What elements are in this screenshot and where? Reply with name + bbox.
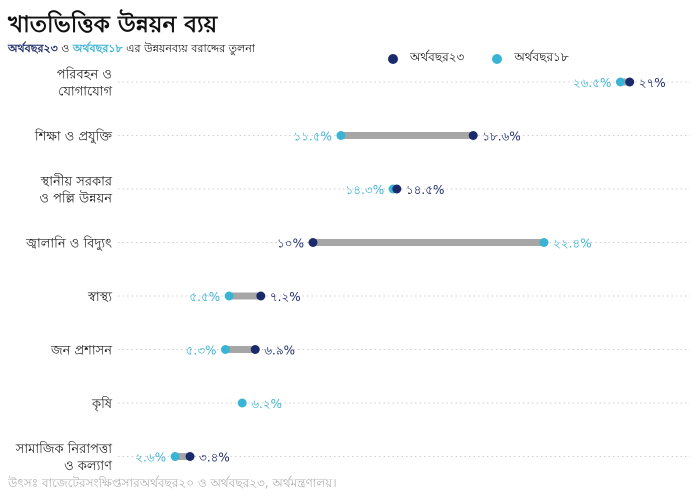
value-label-fy18: ১৪.৩% xyxy=(346,183,385,197)
dot-fy18 xyxy=(220,345,230,354)
value-label-fy18: ৫.৩% xyxy=(186,344,217,358)
source-note: উৎসঃ বাজেটেরসংক্ষিপ্তসারঅর্থবছর২০ ও অর্থ… xyxy=(8,476,337,490)
legend-dot-fy23 xyxy=(388,54,398,64)
legend-dot-fy18 xyxy=(492,54,503,64)
dot-fy18 xyxy=(170,452,180,461)
subtitle-and: ও xyxy=(61,42,70,55)
value-label-fy18: ৫.৫% xyxy=(189,290,220,304)
value-label-fy23: ১০% xyxy=(277,237,304,251)
category-label: জন প্রশাসন xyxy=(50,344,112,359)
value-label-fy18: ২২.৪% xyxy=(553,237,592,251)
value-label-fy23: ৬.৯% xyxy=(264,344,295,358)
dot-fy23 xyxy=(185,452,195,461)
chart-legend: অর্থবছর২৩ অর্থবছর১৮ xyxy=(388,49,585,69)
value-label-fy18: ৬.২% xyxy=(251,397,282,411)
dot-fy23 xyxy=(468,131,478,140)
category-label: সামাজিক নিরাপত্তা ও কল্যাণ xyxy=(15,441,113,474)
value-label-fy18: ২৬.৫% xyxy=(573,76,612,90)
category-label: শিক্ষা ও প্রযুক্তি xyxy=(34,129,112,145)
dot-fy23 xyxy=(250,345,260,354)
value-label-fy18: ১১.৫% xyxy=(293,130,332,144)
legend-label-fy18: অর্থবছর১৮ xyxy=(514,50,569,64)
dot-fy18 xyxy=(224,291,234,301)
subtitle-rest: এর উন্নয়নব্যয় বরাদ্দের তুলনা xyxy=(126,42,255,55)
dot-fy23 xyxy=(392,184,402,194)
category-label: স্বাস্থ্য xyxy=(87,290,112,305)
value-label-fy23: ১৮.৬% xyxy=(482,130,521,144)
dot-fy18 xyxy=(539,238,549,247)
legend-label-fy23: অর্থবছর২৩ xyxy=(410,50,465,64)
value-label-fy18: ২.৬% xyxy=(135,451,166,465)
category-label: পরিবহন ও যোগাযোগ xyxy=(57,67,113,100)
legend-item-fy23: অর্থবছর২৩ xyxy=(388,49,464,69)
chart-title: খাতভিত্তিক উন্নয়ন ব্যয় xyxy=(8,12,218,38)
dot-fy18 xyxy=(237,398,247,408)
subtitle-series2: অর্থবছর১৮ xyxy=(72,42,123,55)
value-label-fy23: ২৭% xyxy=(639,76,666,90)
subtitle-series1: অর্থবছর২৩ xyxy=(8,42,58,55)
category-label: স্থানীয় সরকার ও পল্লি উন্নয়ন xyxy=(39,174,112,207)
dot-fy23 xyxy=(625,77,635,87)
value-label-fy23: ৭.২% xyxy=(270,290,301,304)
legend-item-fy18: অর্থবছর১৮ xyxy=(492,49,569,69)
category-label: জ্বালানি ও বিদ্যুৎ xyxy=(25,236,112,252)
dot-fy23 xyxy=(256,291,266,301)
value-label-fy23: ৩.৪% xyxy=(199,451,230,465)
dot-fy18 xyxy=(615,77,625,87)
value-label-fy23: ১৪.৫% xyxy=(406,183,445,197)
dot-fy18 xyxy=(336,131,346,140)
chart-subtitle: অর্থবছর২৩ ও অর্থবছর১৮ এর উন্নয়নব্যয় বর… xyxy=(8,40,255,59)
dot-fy23 xyxy=(308,238,318,247)
category-label: কৃষি xyxy=(91,396,113,412)
